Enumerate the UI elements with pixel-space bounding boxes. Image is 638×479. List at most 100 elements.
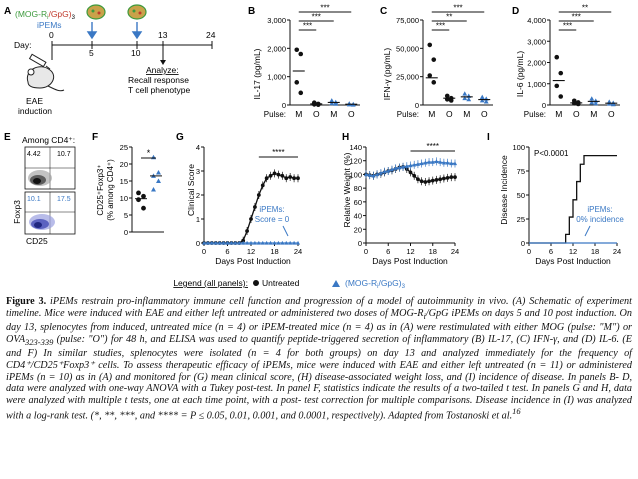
mouse-icon — [26, 66, 65, 92]
data-point-untreated — [296, 176, 300, 181]
data-point-ipems — [248, 240, 254, 245]
y-tick-label: 3 — [196, 167, 200, 176]
data-point-untreated — [408, 170, 413, 175]
legend-ipems-label: (MOG-Ri/GpG)3 — [345, 278, 406, 290]
x-category-label: O — [608, 109, 615, 119]
formula-post: /GpG) — [48, 9, 71, 19]
legend: Legend (all panels): Untreated (MOG-Ri/G… — [173, 278, 405, 290]
data-point-untreated — [268, 173, 273, 178]
y-tick-label: 20 — [354, 225, 362, 234]
data-point-ipems — [221, 240, 226, 245]
x-tick-label: 24 — [451, 247, 459, 256]
data-point-ipems — [378, 170, 383, 175]
data-point-ipems — [205, 240, 211, 245]
data-point-ipems — [430, 159, 435, 164]
data-point-ipems — [589, 96, 595, 101]
data-point-untreated — [141, 193, 146, 199]
data-point-ipems — [237, 240, 242, 245]
x-category-label: O — [573, 109, 580, 119]
y-tick-label: 15 — [120, 177, 128, 186]
y-tick-label: 20 — [120, 160, 128, 169]
y-tick-label: 80 — [354, 184, 362, 193]
ipems-note-arrow — [584, 225, 591, 237]
panel-a-ipems-label: iPEMs — [37, 20, 62, 30]
timeline-day-label: Day: — [14, 40, 31, 50]
y-tick-label: 4 — [196, 143, 200, 152]
x-category-label: O — [313, 109, 320, 119]
data-point-ipems — [276, 240, 281, 245]
data-point-ipems — [288, 240, 293, 245]
pulse-label: Pulse: — [264, 110, 286, 119]
legend-untreated-label: Untreated — [262, 278, 300, 288]
x-tick-label: 6 — [225, 247, 229, 256]
panel-h: H Relative Weight (%) Days Post Inductio… — [342, 132, 459, 266]
data-point-untreated — [249, 217, 253, 221]
panel-h-letter: H — [342, 132, 349, 143]
data-point-ipems — [260, 240, 265, 245]
y-tick-label: 140 — [349, 143, 362, 152]
ipems-note-arrow — [282, 225, 289, 237]
y-tick-label: 75 — [517, 167, 525, 176]
pulse-label: Pulse: — [524, 110, 546, 119]
x-tick-label: 12 — [406, 247, 414, 256]
x-category-label: O — [348, 109, 355, 119]
y-tick-label: 0 — [124, 228, 128, 237]
data-point-untreated — [136, 190, 141, 196]
y-tick-label: 120 — [349, 157, 362, 166]
data-point-untreated — [298, 51, 304, 57]
data-point-untreated — [260, 183, 265, 188]
y-tick-label: 2,000 — [527, 59, 546, 68]
data-point-ipems — [252, 240, 258, 245]
caption-text-1: iPEMs restrain pro-inflammatory immune c… — [6, 296, 632, 319]
data-point-ipems — [462, 91, 468, 96]
panel-a: A (MOG-Ri/GpG)3 iPEMs Day: — [4, 4, 216, 116]
y-tick-label: 3,000 — [267, 16, 286, 25]
data-point-ipems — [280, 240, 285, 245]
y-tick-label: 0 — [521, 239, 525, 248]
data-point-ipems — [156, 170, 161, 175]
x-category-label: O — [481, 109, 488, 119]
panel-f-letter: F — [92, 132, 98, 143]
sig-label: * — [147, 148, 151, 158]
data-point-untreated — [288, 175, 293, 179]
data-point-ipems — [423, 160, 428, 165]
y-tick-label: 0 — [358, 239, 362, 248]
formula-sub: i — [47, 15, 48, 21]
data-point-untreated — [315, 102, 321, 108]
x-tick-label: 6 — [549, 247, 553, 256]
data-point-ipems — [151, 187, 156, 192]
data-point-ipems — [209, 240, 214, 245]
legend-untreated-marker — [253, 280, 259, 286]
sig-label: **** — [272, 148, 284, 157]
data-point-untreated — [294, 47, 300, 53]
legend-ipems-marker — [332, 280, 340, 287]
data-point-untreated — [419, 179, 424, 184]
data-point-ipems — [419, 161, 424, 166]
data-point-ipems — [438, 159, 443, 164]
data-point-ipems — [389, 167, 395, 172]
data-point-ipems — [479, 94, 485, 99]
data-point-ipems — [404, 164, 409, 168]
data-point-untreated — [136, 197, 141, 203]
caption-ref: 16 — [512, 406, 521, 417]
x-tick-label: 0 — [527, 247, 531, 256]
data-point-untreated — [427, 42, 433, 48]
data-point-untreated — [264, 176, 269, 181]
x-category-label: M — [330, 109, 337, 119]
q-ipems-right: 17.5 — [57, 196, 71, 203]
panel-a-letter: A — [4, 6, 11, 17]
y-tick-label: 100 — [349, 170, 362, 179]
sig-label: **** — [427, 142, 439, 151]
data-point-untreated — [554, 54, 560, 60]
sig-label: *** — [312, 13, 321, 22]
timeline-day-13: 13 — [158, 30, 168, 40]
figure-panels: A (MOG-Ri/GpG)3 iPEMs Day: — [4, 4, 624, 291]
data-point-ipems — [333, 101, 339, 106]
caption-text-3: (pulse: "O") for 48 h, and ELISA was use… — [6, 333, 632, 422]
sig-label: *** — [572, 13, 581, 22]
y-tick-label: 25 — [517, 215, 525, 224]
figure-caption: Figure 3. iPEMs restrain pro-inflammator… — [6, 296, 632, 476]
flow-density-untreated — [28, 170, 52, 186]
data-point-ipems — [386, 168, 391, 173]
panel-h-xlabel: Days Post Induction — [372, 256, 448, 266]
